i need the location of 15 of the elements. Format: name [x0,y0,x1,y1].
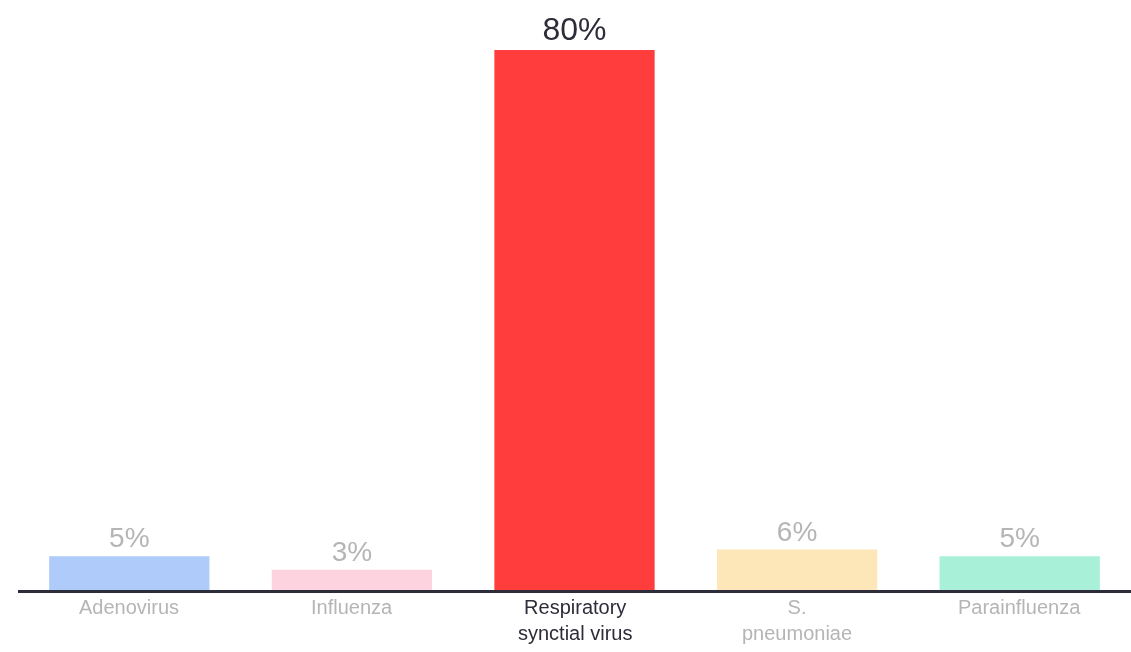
bar [494,50,655,590]
bar [716,549,878,590]
bar [939,556,1100,590]
data-label: 80% [542,11,607,47]
data-label: 3% [331,535,373,567]
bar [271,569,433,590]
data-label: 5% [109,522,150,554]
data-label: 5% [999,522,1040,554]
x-tick-label: Parainfluenza [958,596,1082,618]
x-tick-label: Influenza [311,596,394,618]
bar [49,556,210,590]
x-tick-label: Respiratory synctial virus [518,596,633,644]
x-tick-label: Adenovirus [79,596,180,618]
data-label: 6% [776,515,818,547]
x-tick-label: S. pneumoniae [742,596,853,644]
